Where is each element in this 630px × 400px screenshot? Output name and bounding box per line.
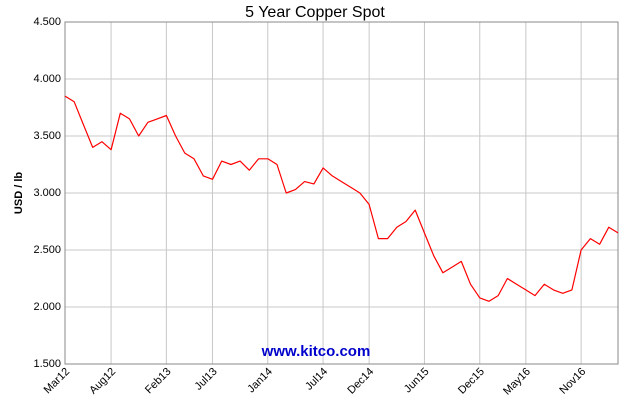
y-tick-label: 3.000 [33, 187, 61, 199]
y-tick-label: 3.500 [33, 130, 61, 142]
price-line [64, 95, 619, 302]
y-tick-label: 1.500 [33, 358, 61, 370]
watermark: www.kitco.com [261, 343, 371, 360]
plot-border [64, 21, 619, 365]
chart-title: 5 Year Copper Spot [245, 4, 385, 21]
y-tick-label: 2.500 [33, 244, 61, 256]
y-axis-label: USD / lb [13, 172, 25, 214]
y-tick-label: 4.000 [33, 73, 61, 85]
y-tick-label: 4.500 [33, 16, 61, 28]
y-tick-label: 2.000 [33, 301, 61, 313]
